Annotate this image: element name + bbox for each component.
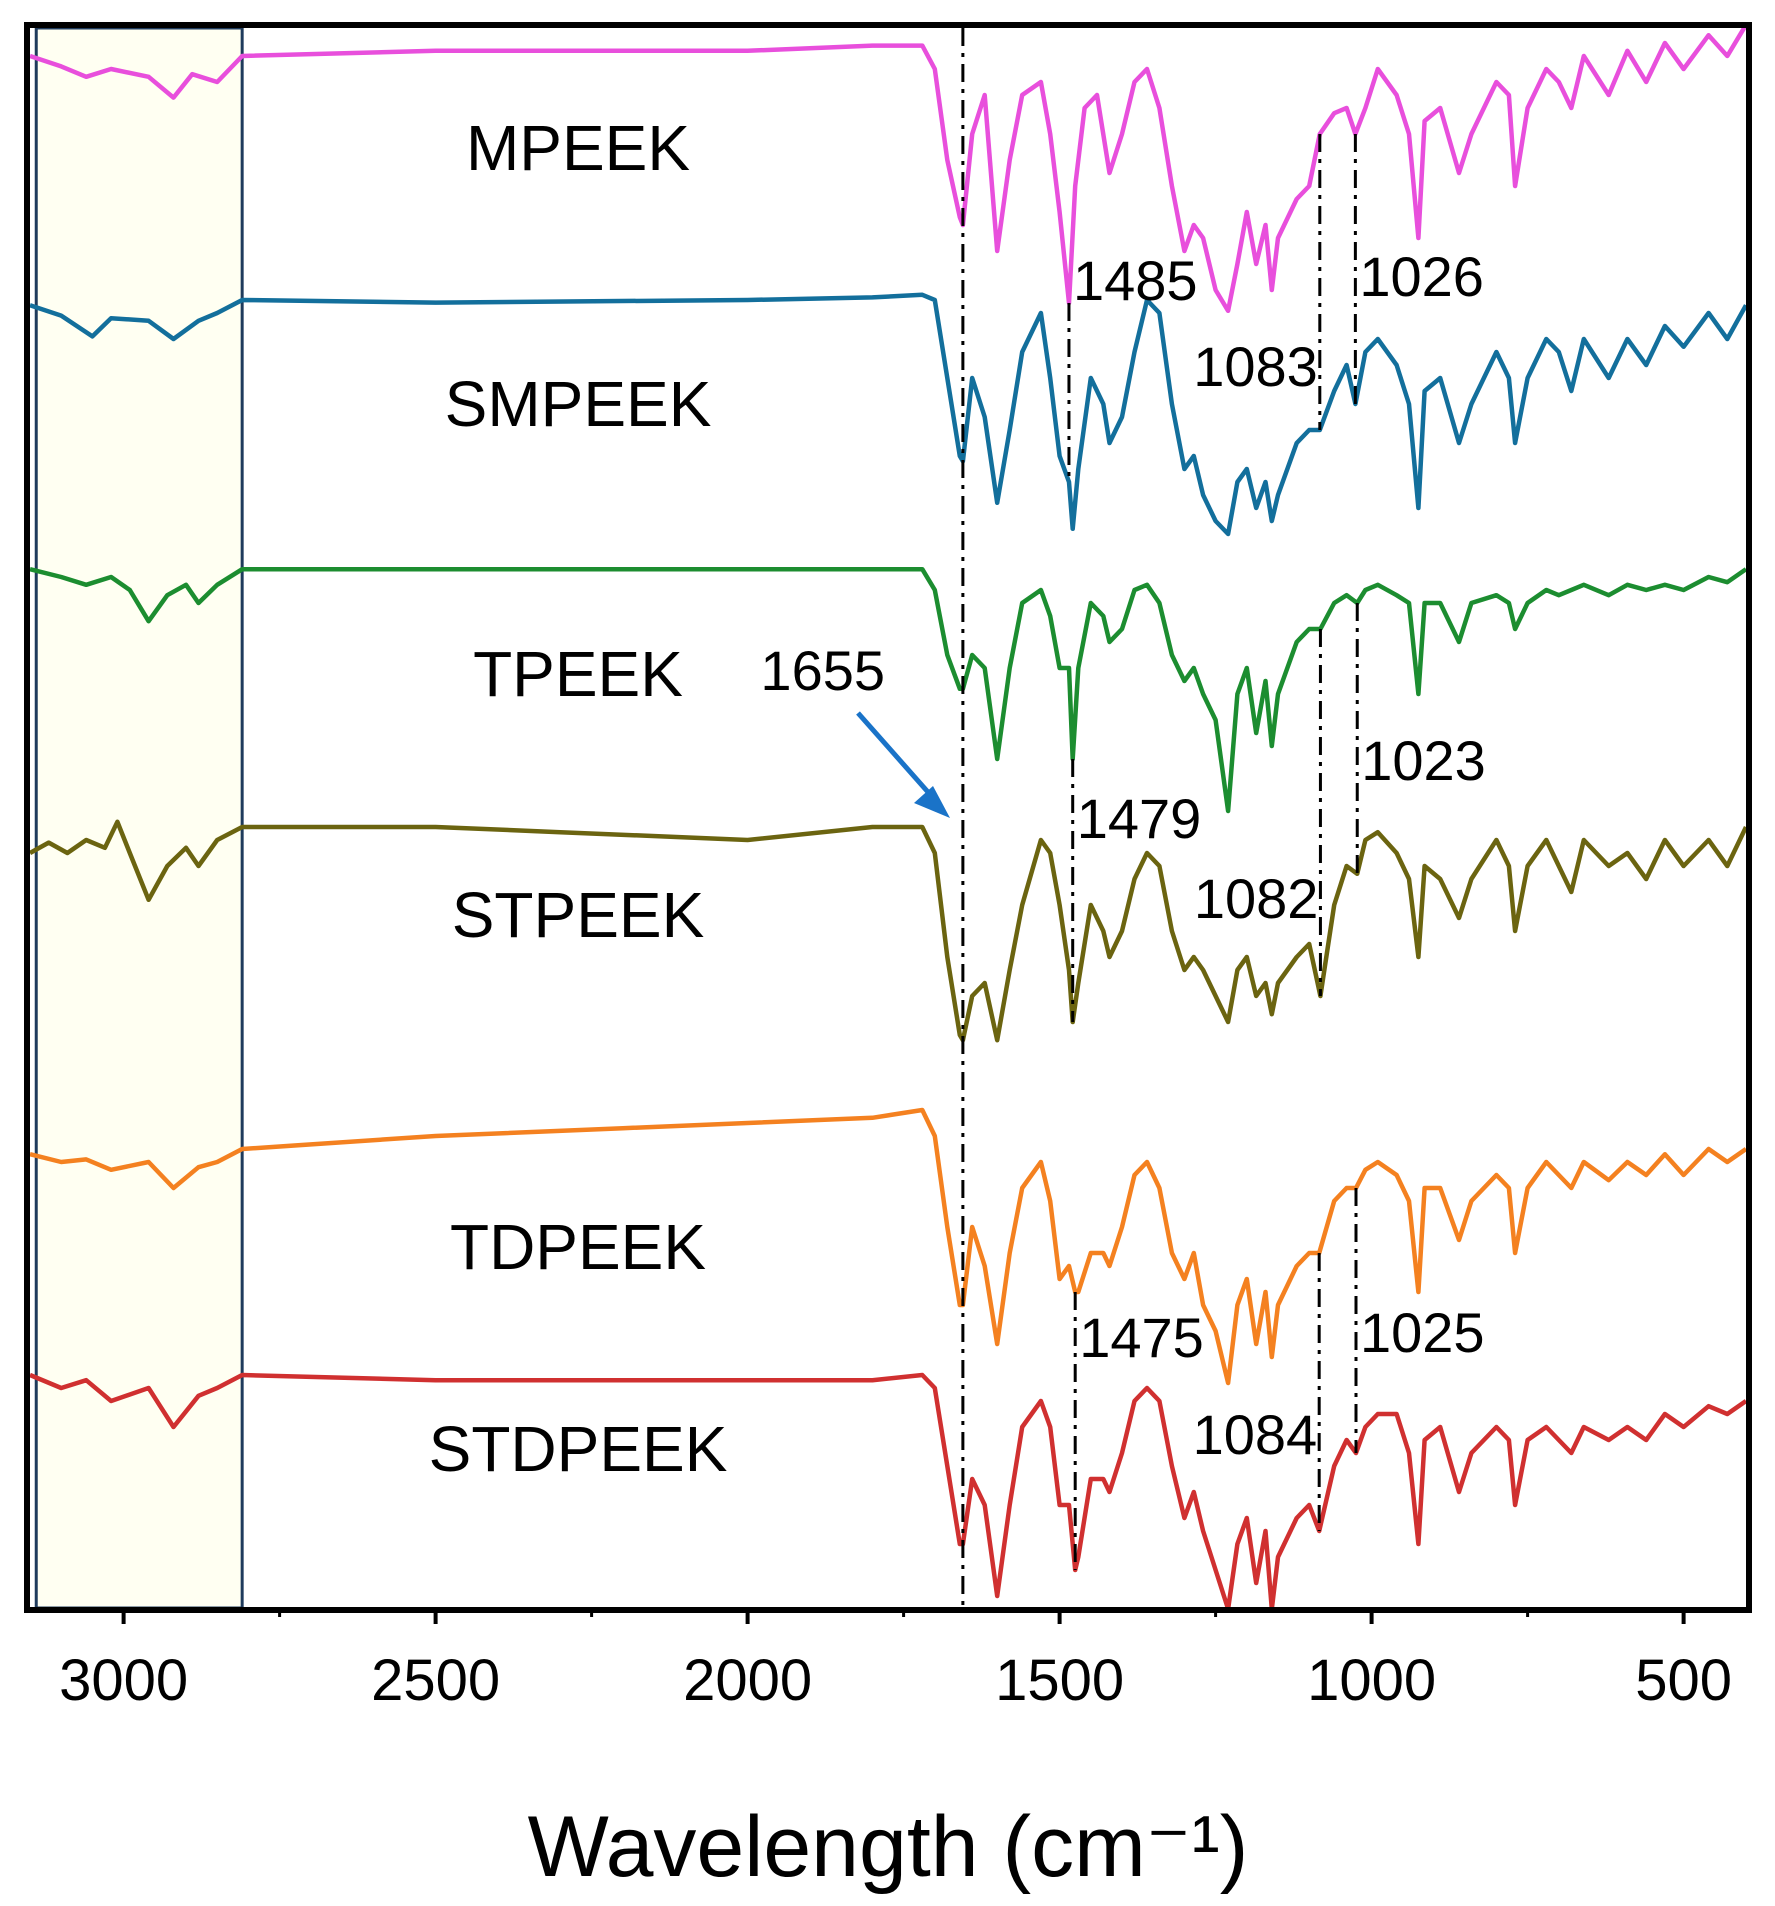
annotation-arrowhead <box>914 786 950 818</box>
peak-label-1655: 1655 <box>760 639 885 702</box>
peak-label-1082: 1082 <box>1194 867 1319 930</box>
peak-label-1084: 1084 <box>1193 1403 1318 1466</box>
series-label-tdpeek: TDPEEK <box>450 1211 706 1283</box>
peak-annotations: 1485 1026 1083 1479 1023 1082 1475 1025 1084 1655 <box>760 245 1485 1466</box>
highlight-region <box>34 26 244 1610</box>
series-line-tpeek <box>29 566 1748 814</box>
reference-lines <box>961 28 1359 1608</box>
peak-label-1026: 1026 <box>1359 245 1484 308</box>
annotation-arrow <box>856 711 937 802</box>
x-tick-label-500: 500 <box>1635 1648 1732 1713</box>
x-tick-label-3000: 3000 <box>59 1648 188 1713</box>
peak-label-1025: 1025 <box>1360 1301 1485 1364</box>
series-line-tdpeek <box>29 1107 1748 1386</box>
spectra-lines <box>28 23 1749 1612</box>
peak-label-1475: 1475 <box>1079 1306 1204 1369</box>
peak-label-1485: 1485 <box>1073 249 1198 312</box>
peak-label-1083: 1083 <box>1193 335 1318 398</box>
x-axis: 3000 2500 2000 1500 1000 500 <box>59 1608 1732 1713</box>
series-line-stpeek <box>28 819 1749 1043</box>
peak-label-1479: 1479 <box>1077 787 1202 850</box>
series-line-mpeek <box>29 23 1748 314</box>
series-label-stdpeek: STDPEEK <box>429 1413 728 1485</box>
series-line-stdpeek <box>29 1372 1748 1612</box>
plot-frame <box>24 22 1752 1613</box>
series-label-mpeek: MPEEK <box>466 112 690 184</box>
plot-background <box>34 26 244 1610</box>
series-label-stpeek: STPEEK <box>452 879 705 951</box>
x-tick-label-1000: 1000 <box>1307 1648 1436 1713</box>
x-axis-title: Wavelength (cm⁻¹) <box>528 1799 1249 1895</box>
x-tick-label-2500: 2500 <box>371 1648 500 1713</box>
series-line-smpeek <box>29 292 1748 537</box>
series-label-smpeek: SMPEEK <box>445 368 712 440</box>
peak-label-1023: 1023 <box>1361 729 1486 792</box>
series-label-tpeek: TPEEK <box>473 638 683 710</box>
series-labels: MPEEK SMPEEK TPEEK STPEEK TDPEEK STDPEEK <box>429 112 728 1485</box>
x-tick-label-2000: 2000 <box>683 1648 812 1713</box>
x-tick-label-1500: 1500 <box>995 1648 1124 1713</box>
